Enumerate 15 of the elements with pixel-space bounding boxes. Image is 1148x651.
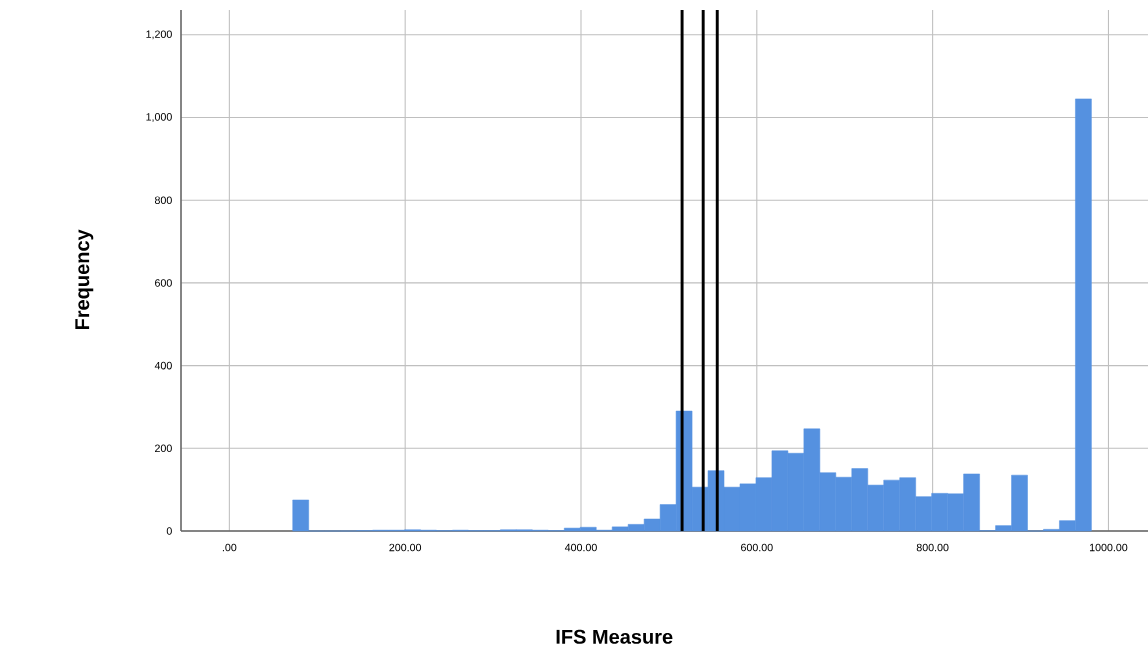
y-tick-label: 1,000: [146, 113, 172, 122]
x-axis-title: IFS Measure: [556, 629, 673, 644]
y-tick-label: 0: [166, 527, 172, 535]
x-tick-label: 1000.00: [1089, 543, 1128, 552]
x-tick-label: 200.00: [389, 543, 422, 552]
x-tick-label: 400.00: [564, 543, 597, 552]
x-tick-label: .00: [222, 543, 237, 552]
y-axis-title: Frequency: [75, 229, 94, 330]
y-tick-label: 200: [155, 444, 172, 453]
y-tick-label: 600: [155, 279, 172, 287]
x-tick-label: 600.00: [741, 543, 773, 552]
y-tick-label: 400: [154, 361, 172, 370]
x-tick-label: 800.00: [916, 543, 949, 552]
y-tick-label: 800: [154, 196, 172, 204]
y-tick-label: 1,200: [146, 30, 172, 40]
